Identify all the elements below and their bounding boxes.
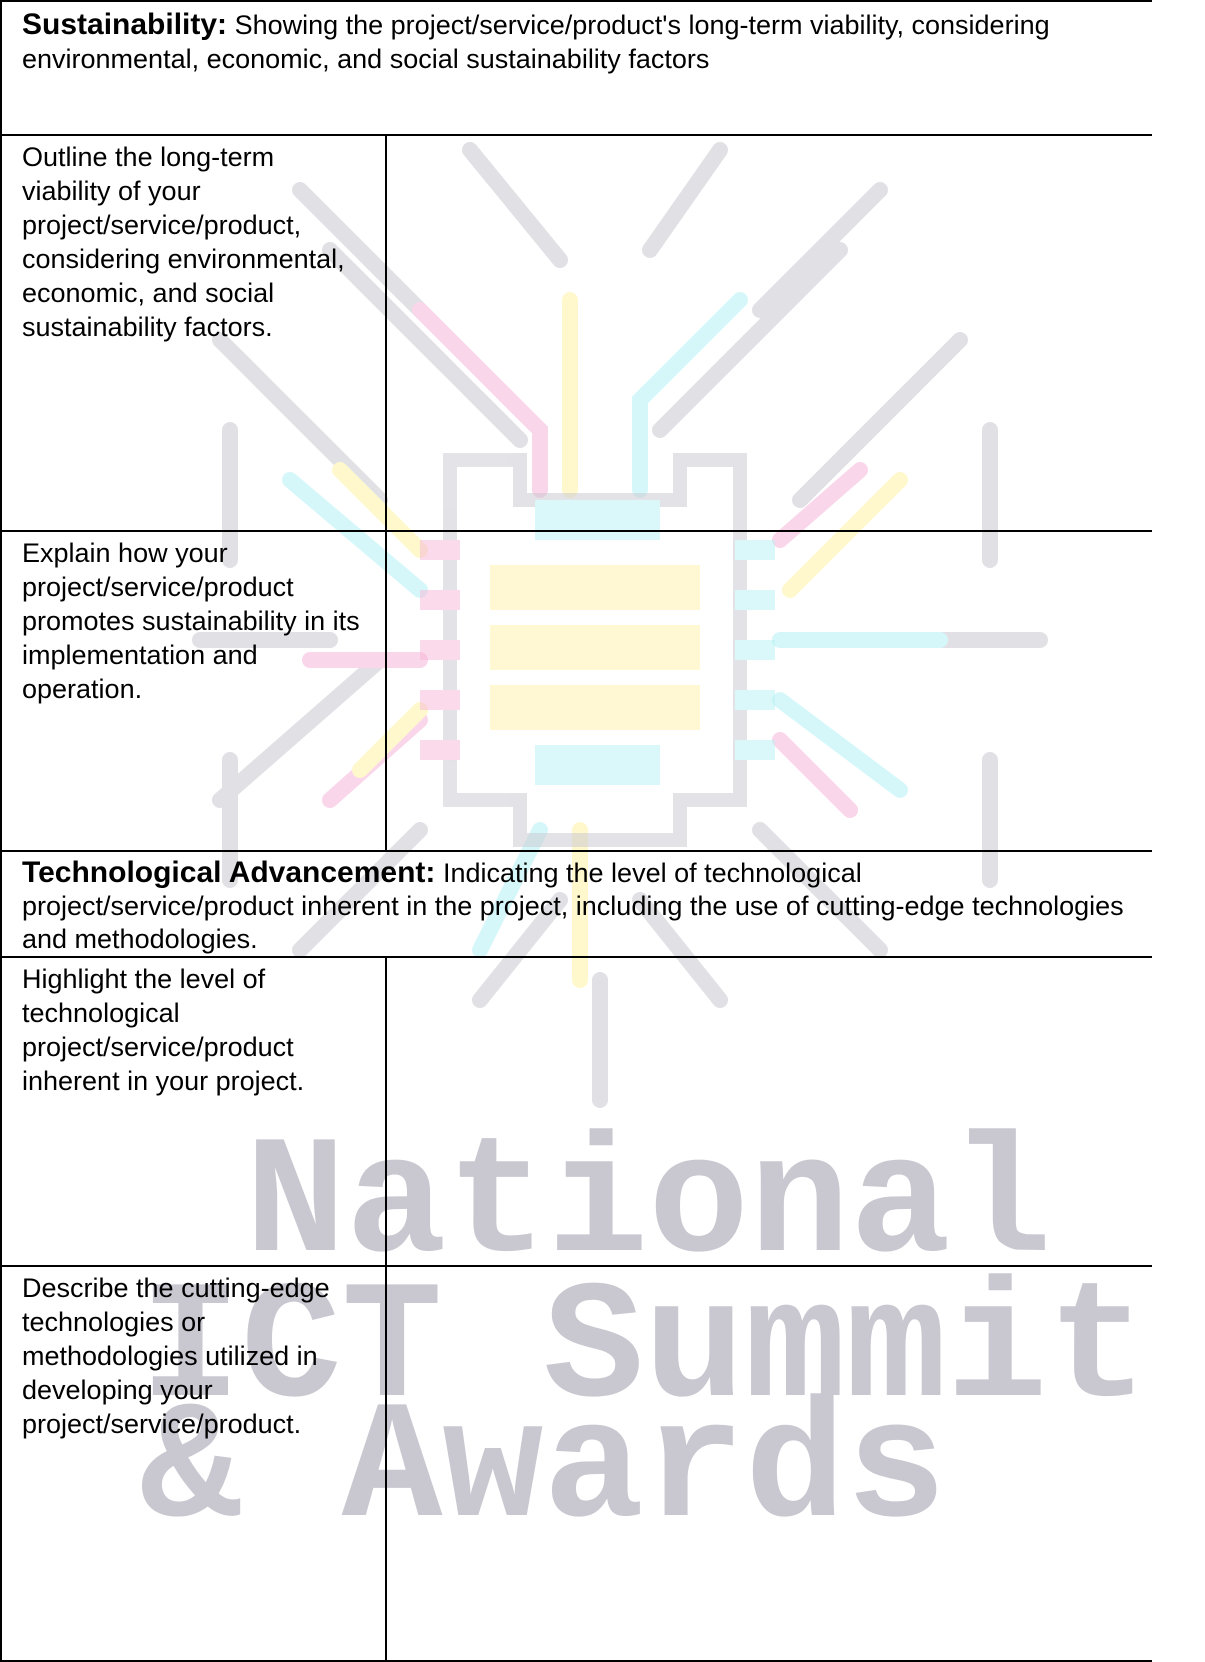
section-header: Sustainability: Showing the project/serv…	[0, 0, 1152, 136]
header-cell: Sustainability: Showing the project/serv…	[0, 0, 1152, 136]
prompt: Highlight the level of technological pro…	[0, 956, 386, 1267]
answer-field[interactable]	[385, 956, 1152, 1267]
section-description: Showing the project/service/product's lo…	[22, 10, 1050, 74]
prompt: Explain how your project/service/product…	[0, 530, 386, 852]
header-cell: Technological Advancement: Indicating th…	[0, 850, 1152, 958]
prompt: Describe the cutting-edge technologies o…	[0, 1265, 386, 1662]
prompt: Outline the long-term viability of your …	[0, 134, 386, 532]
form-row: Outline the long-term viability of your …	[0, 134, 1152, 532]
form-row: Highlight the level of technological pro…	[0, 956, 1152, 1267]
section-title: Sustainability:	[22, 8, 228, 41]
section-title: Technological Advancement:	[22, 856, 436, 889]
answer-field[interactable]	[385, 530, 1152, 852]
section-description: Indicating the level of technological pr…	[22, 858, 1124, 954]
section-header: Technological Advancement: Indicating th…	[0, 850, 1152, 958]
form-table: Sustainability: Showing the project/serv…	[0, 0, 1152, 1662]
answer-field[interactable]	[385, 134, 1152, 532]
form-row: Explain how your project/service/product…	[0, 530, 1152, 852]
form-row: Describe the cutting-edge technologies o…	[0, 1265, 1152, 1662]
answer-field[interactable]	[385, 1265, 1152, 1662]
